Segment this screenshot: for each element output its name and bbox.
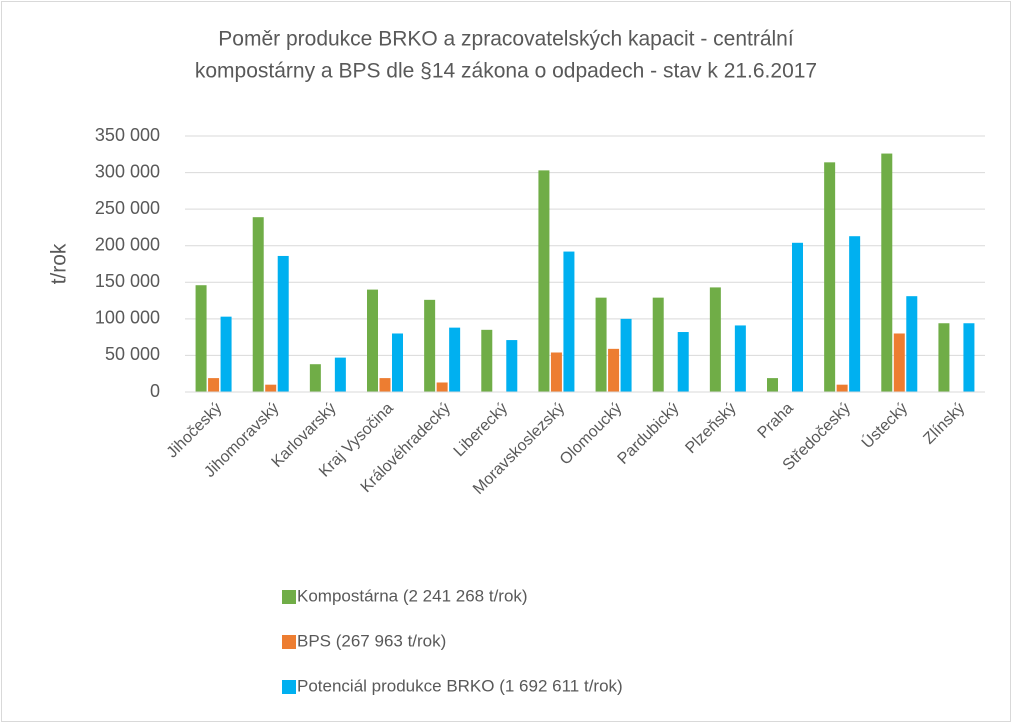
chart-title: Poměr produkce BRKO a zpracovatelských k… <box>218 28 794 51</box>
bar <box>563 251 575 392</box>
bar <box>367 289 378 392</box>
bar <box>836 384 848 392</box>
bar <box>436 382 448 392</box>
bar <box>792 242 803 392</box>
chart-title: kompostárny a BPS dle §14 zákona o odpad… <box>195 60 817 83</box>
bar <box>734 325 746 392</box>
bar <box>538 170 550 392</box>
y-tick-label: 50 000 <box>105 344 160 364</box>
bar <box>677 332 689 392</box>
y-tick-label: 150 000 <box>95 271 160 291</box>
bar <box>252 217 264 392</box>
bar <box>620 318 632 392</box>
bar <box>220 316 232 392</box>
bar <box>506 340 518 392</box>
bar <box>652 297 664 392</box>
bar <box>709 287 721 392</box>
bar <box>449 327 461 392</box>
legend-label: Kompostárna (2 241 268 t/rok) <box>297 586 528 605</box>
bar <box>379 378 391 392</box>
legend-swatch <box>282 680 296 694</box>
bar <box>963 323 975 392</box>
bar <box>906 296 918 392</box>
y-axis-title: t/rok <box>48 243 71 284</box>
bar <box>608 348 620 392</box>
bar <box>392 333 403 392</box>
bar <box>893 333 905 392</box>
bar <box>195 285 207 392</box>
y-tick-label: 200 000 <box>95 234 160 254</box>
y-tick-label: 300 000 <box>95 161 160 181</box>
bar <box>309 364 321 392</box>
bar <box>824 162 836 392</box>
y-tick-label: 0 <box>150 381 160 401</box>
bar <box>424 299 436 392</box>
bar <box>767 378 778 392</box>
y-tick-label: 100 000 <box>95 308 160 328</box>
bar <box>277 255 289 392</box>
bar <box>849 236 861 392</box>
legend-label: Potenciál produkce BRKO (1 692 611 t/rok… <box>297 676 623 695</box>
bar <box>881 153 893 392</box>
bar <box>208 378 220 392</box>
bar <box>481 329 493 392</box>
bar <box>334 357 346 392</box>
bar <box>595 297 607 392</box>
bar <box>550 352 562 392</box>
legend-swatch <box>282 590 296 604</box>
legend-swatch <box>282 635 296 649</box>
legend-label: BPS (267 963 t/rok) <box>297 631 446 650</box>
bar <box>938 323 950 392</box>
bar <box>265 384 277 392</box>
y-tick-label: 250 000 <box>95 198 160 218</box>
y-tick-label: 350 000 <box>95 125 160 145</box>
